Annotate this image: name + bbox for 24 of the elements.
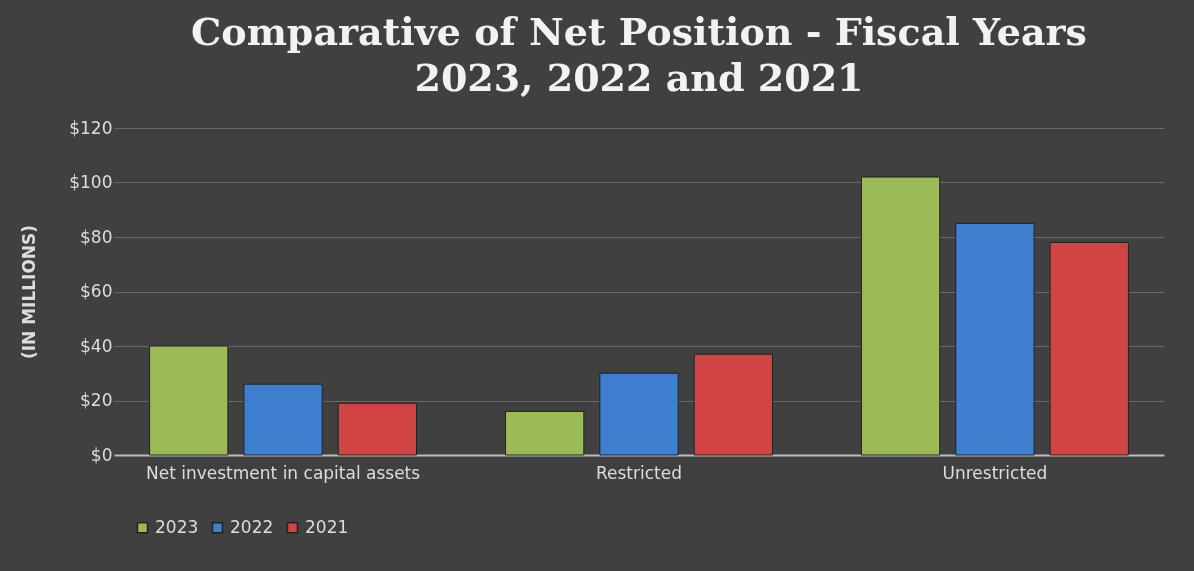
- bar: [599, 372, 679, 456]
- y-tick-label: $20: [80, 390, 113, 410]
- bar: [243, 383, 323, 456]
- bar: [860, 176, 941, 456]
- legend-label: 2022: [230, 516, 274, 537]
- x-tick-label: Restricted: [595, 462, 683, 483]
- bar: [955, 222, 1035, 456]
- y-tick-label: $40: [80, 335, 113, 356]
- y-tick-label: $100: [69, 172, 113, 192]
- chart-title: Comparative of Net Position - Fiscal Years 2023, 2022 and 2021: [191, 9, 1087, 100]
- x-tick-label: Unrestricted: [942, 462, 1048, 483]
- legend-label: 2023: [155, 516, 199, 537]
- y-tick-label: $0: [90, 444, 113, 465]
- bar: [1049, 241, 1129, 456]
- y-tick-label: $80: [80, 226, 113, 247]
- legend-label: 2021: [305, 516, 349, 537]
- y-tick-label: $60: [80, 281, 113, 301]
- x-tick-label: Net investment in capital assets: [145, 462, 421, 483]
- bar: [149, 345, 229, 456]
- y-tick-label: $120: [69, 117, 113, 138]
- bar: [693, 353, 773, 456]
- bar: [337, 402, 418, 456]
- bar: [505, 410, 585, 456]
- y-axis-title: (IN MILLIONS): [19, 224, 40, 360]
